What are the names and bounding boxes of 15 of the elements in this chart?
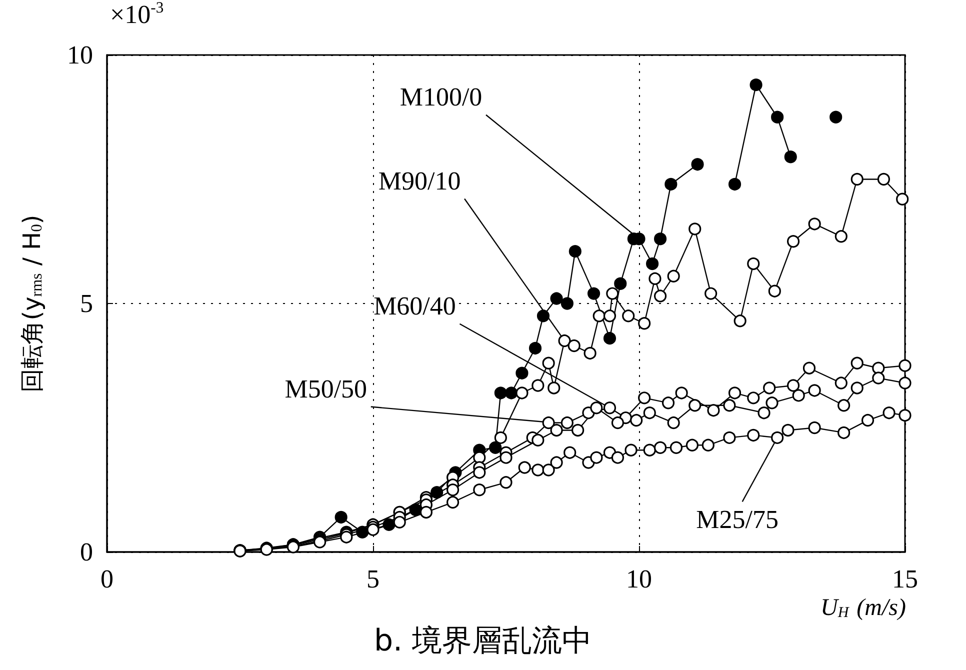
annotation: M25/75 bbox=[696, 505, 778, 534]
x-tick-label: 10 bbox=[626, 564, 652, 594]
x-tick-label: 5 bbox=[366, 564, 380, 594]
annotation: M90/10 bbox=[378, 166, 461, 196]
x-tick-label: 15 bbox=[892, 564, 918, 594]
y-tick-label: 0 bbox=[80, 538, 93, 566]
y-axis-title: 回転角(yrms / H0) bbox=[18, 214, 46, 392]
y-tick-label: 10 bbox=[67, 40, 93, 70]
x-tick-label: 0 bbox=[100, 564, 114, 594]
x-axis-title: UH (m/s) bbox=[820, 595, 906, 621]
annotation: M100/0 bbox=[400, 82, 482, 112]
y-tick-label: 5 bbox=[80, 289, 93, 318]
annotation: M60/40 bbox=[374, 291, 456, 320]
annotation: M50/50 bbox=[284, 374, 368, 404]
text: b. 境界層乱流中 bbox=[374, 624, 592, 658]
